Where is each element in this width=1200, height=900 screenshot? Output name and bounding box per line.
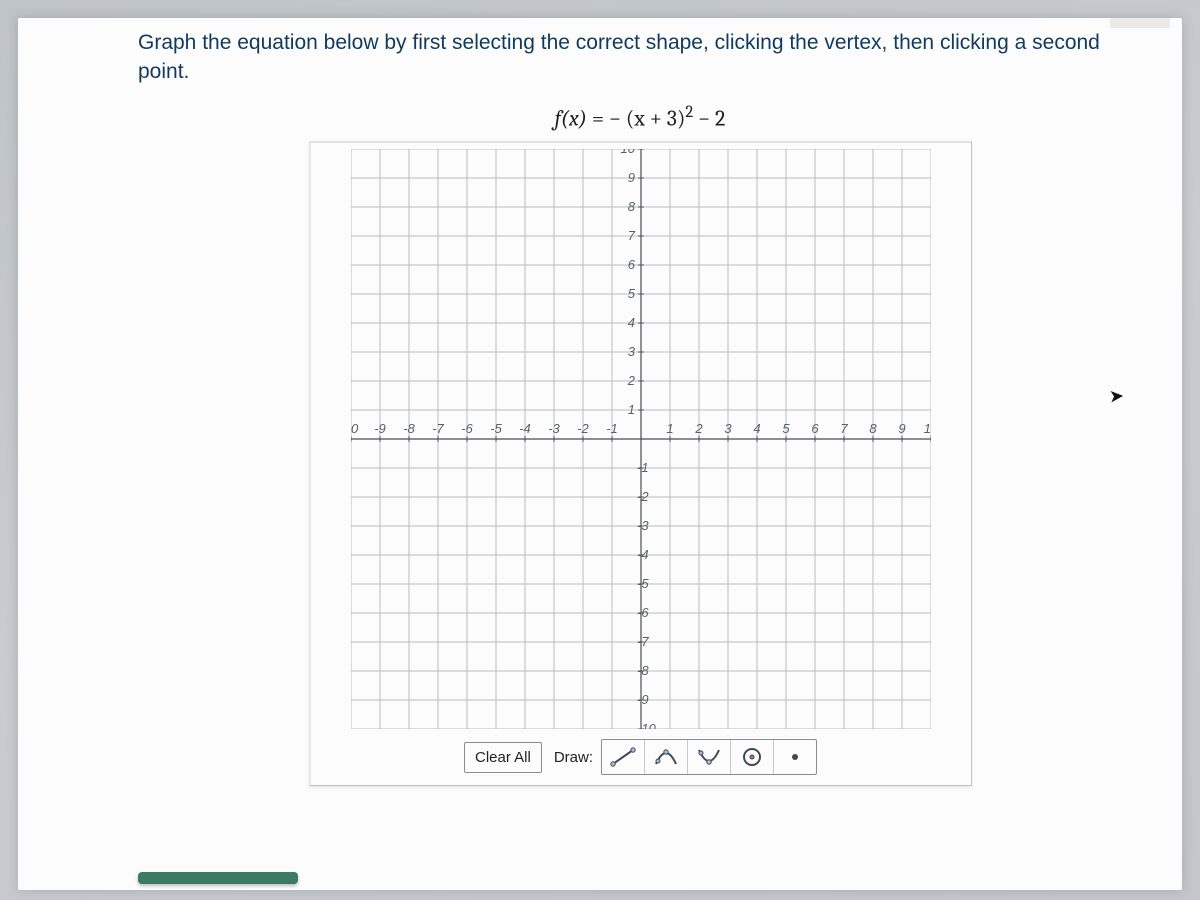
svg-text:-5: -5 [490, 421, 502, 436]
svg-text:-6: -6 [461, 421, 473, 436]
svg-text:7: 7 [627, 228, 635, 243]
svg-text:5: 5 [782, 421, 790, 436]
point-icon [781, 746, 809, 768]
eq-exponent: 2 [685, 103, 693, 122]
eq-rhs-tail: − 2 [693, 105, 725, 131]
svg-text:1: 1 [627, 402, 634, 417]
app-window: Graph the equation below by first select… [18, 18, 1182, 890]
desktop-vignette: Graph the equation below by first select… [0, 0, 1200, 900]
svg-text:9: 9 [898, 421, 905, 436]
svg-text:-3: -3 [548, 421, 560, 436]
equation-display: f(x) = − (x + 3)2 − 2 [138, 103, 1142, 131]
svg-text:-1: -1 [637, 460, 649, 475]
svg-text:-2: -2 [577, 421, 589, 436]
svg-text:10: 10 [620, 149, 635, 156]
draw-label: Draw: [554, 749, 593, 766]
svg-text:-3: -3 [637, 518, 649, 533]
svg-text:-9: -9 [374, 421, 386, 436]
svg-text:-8: -8 [403, 421, 415, 436]
svg-text:-9: -9 [637, 692, 649, 707]
submit-button-partial[interactable] [138, 872, 298, 884]
svg-text:5: 5 [627, 286, 635, 301]
svg-text:-1: -1 [606, 421, 618, 436]
svg-text:6: 6 [811, 421, 819, 436]
svg-text:4: 4 [753, 421, 760, 436]
graph-panel: 10 -9 -8 -7 -6 -5 -4 -3 -2 -1 1 2 3 4 5 6 7 8 9 10 10 9 8 7 6 5 4 3… [309, 141, 972, 786]
parabola-down-tool[interactable] [645, 740, 688, 774]
svg-text:-8: -8 [637, 663, 649, 678]
svg-text:3: 3 [627, 344, 635, 359]
svg-text:-7: -7 [637, 634, 649, 649]
svg-text:1: 1 [666, 421, 673, 436]
cursor-arrow-icon: ➤ [1108, 385, 1125, 407]
svg-text:4: 4 [627, 315, 634, 330]
svg-text:-2: -2 [637, 489, 649, 504]
svg-text:-6: -6 [637, 605, 649, 620]
draw-toolbar: Clear All Draw: [464, 739, 817, 775]
circle-icon [738, 746, 766, 768]
svg-text:-10: -10 [637, 721, 657, 729]
svg-text:2: 2 [626, 373, 635, 388]
parabola-up-icon [695, 746, 723, 768]
svg-text:6: 6 [627, 257, 635, 272]
svg-text:-4: -4 [519, 421, 531, 436]
svg-text:7: 7 [840, 421, 848, 436]
point-tool[interactable] [774, 740, 816, 774]
parabola-down-icon [652, 746, 680, 768]
svg-text:9: 9 [627, 170, 634, 185]
question-content: Graph the equation below by first select… [18, 18, 1182, 890]
line-icon [609, 746, 637, 768]
eq-rhs-prefix: − (x + 3) [609, 105, 685, 131]
svg-text:8: 8 [627, 199, 635, 214]
eq-lhs: f(x) [555, 105, 587, 131]
line-tool[interactable] [602, 740, 645, 774]
question-instructions: Graph the equation below by first select… [138, 28, 1138, 87]
svg-text:-5: -5 [637, 576, 649, 591]
svg-text:8: 8 [869, 421, 877, 436]
svg-text:-4: -4 [637, 547, 649, 562]
svg-text:10: 10 [923, 421, 930, 436]
svg-text:2: 2 [694, 421, 703, 436]
shape-tools [601, 739, 817, 775]
svg-text:3: 3 [724, 421, 732, 436]
svg-text:10: 10 [351, 421, 359, 436]
svg-text:-7: -7 [432, 421, 444, 436]
clear-all-button[interactable]: Clear All [464, 742, 542, 773]
circle-tool[interactable] [731, 740, 774, 774]
coordinate-grid[interactable]: 10 -9 -8 -7 -6 -5 -4 -3 -2 -1 1 2 3 4 5 6 7 8 9 10 10 9 8 7 6 5 4 3… [351, 149, 931, 729]
parabola-up-tool[interactable] [688, 740, 731, 774]
